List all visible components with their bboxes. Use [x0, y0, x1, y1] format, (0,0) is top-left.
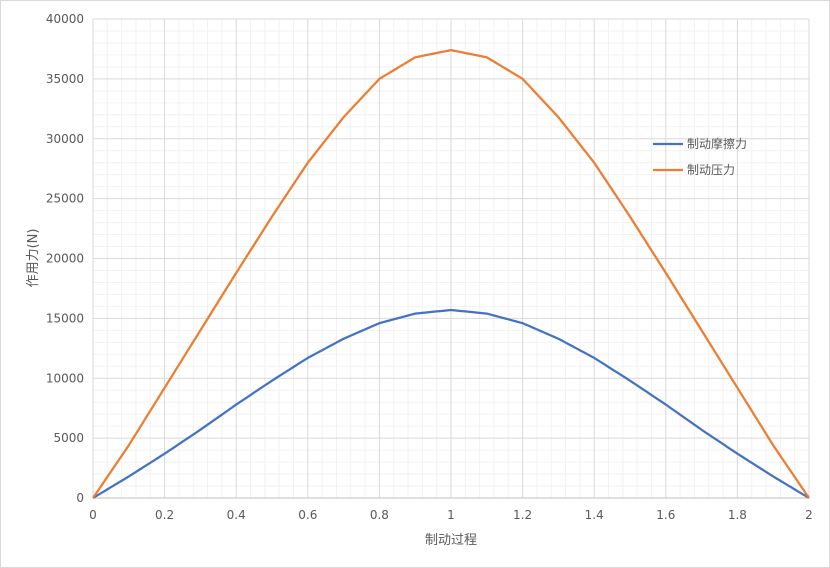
- x-tick-label: 0.8: [370, 508, 389, 522]
- legend-label-1: 制动摩擦力: [687, 136, 747, 151]
- x-axis-ticks: 0 0.2 0.4 0.6 0.8 1 1.2 1.4 1.6 1.8 2: [89, 508, 813, 522]
- x-tick-label: 1.8: [728, 508, 747, 522]
- x-tick-label: 1: [447, 508, 455, 522]
- y-tick-label: 30000: [46, 132, 84, 146]
- x-tick-label: 0.6: [298, 508, 317, 522]
- x-tick-label: 1.6: [656, 508, 675, 522]
- y-tick-label: 0: [76, 491, 84, 505]
- y-tick-label: 35000: [46, 72, 84, 86]
- y-tick-label: 20000: [46, 252, 84, 266]
- x-axis-title: 制动过程: [425, 533, 477, 548]
- x-tick-label: 2: [805, 508, 813, 522]
- series-lines: [92, 49, 810, 499]
- x-tick-label: 0.4: [227, 508, 246, 522]
- series-line-1: [92, 308, 810, 499]
- y-axis-title: 作用力(N): [26, 229, 41, 288]
- y-axis-ticks: 0 5000 10000 15000 20000 25000 30000 35000 40000: [46, 12, 84, 505]
- y-tick-label: 10000: [46, 371, 84, 385]
- y-tick-label: 25000: [46, 192, 84, 206]
- y-tick-label: 40000: [46, 12, 84, 26]
- x-tick-label: 1.4: [585, 508, 604, 522]
- x-tick-label: 0.2: [155, 508, 174, 522]
- y-tick-label: 15000: [46, 311, 84, 325]
- x-tick-label: 1.2: [513, 508, 532, 522]
- x-tick-label: 0: [89, 508, 97, 522]
- series-line-2: [92, 49, 810, 499]
- y-tick-label: 5000: [53, 431, 84, 445]
- legend-label-2: 制动压力: [687, 163, 735, 177]
